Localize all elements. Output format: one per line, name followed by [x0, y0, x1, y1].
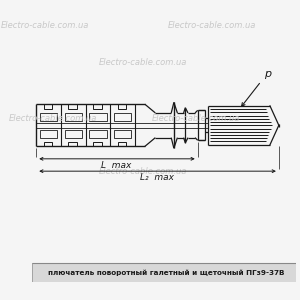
Bar: [40, 113, 57, 121]
Text: Electro-cable.com.ua: Electro-cable.com.ua: [99, 58, 187, 67]
Bar: [93, 142, 102, 146]
Bar: [32, 263, 296, 282]
Text: Electro-cable.com.ua: Electro-cable.com.ua: [99, 167, 187, 176]
Bar: [89, 113, 107, 121]
Text: L  max: L max: [101, 160, 132, 169]
Text: L₂  max: L₂ max: [140, 173, 174, 182]
Bar: [114, 130, 131, 138]
Bar: [89, 130, 107, 138]
Text: p: p: [264, 69, 271, 80]
Text: плючатель поворотный галетный и щеточный ПГз9-37В: плючатель поворотный галетный и щеточный…: [48, 269, 284, 276]
Bar: [118, 142, 126, 146]
Text: Electro-cable.com.ua: Electro-cable.com.ua: [1, 21, 89, 30]
Bar: [114, 113, 131, 121]
Bar: [68, 104, 77, 109]
Bar: [65, 113, 82, 121]
Text: Electro-cable.com.ua: Electro-cable.com.ua: [168, 21, 256, 30]
Text: Electro-cable.com.ua: Electro-cable.com.ua: [152, 114, 240, 123]
Bar: [44, 104, 52, 109]
Bar: [40, 130, 57, 138]
Bar: [44, 142, 52, 146]
Bar: [68, 142, 77, 146]
Bar: [118, 104, 126, 109]
Bar: [65, 130, 82, 138]
Bar: [93, 104, 102, 109]
Text: Electro-cable.com.ua: Electro-cable.com.ua: [9, 114, 97, 123]
